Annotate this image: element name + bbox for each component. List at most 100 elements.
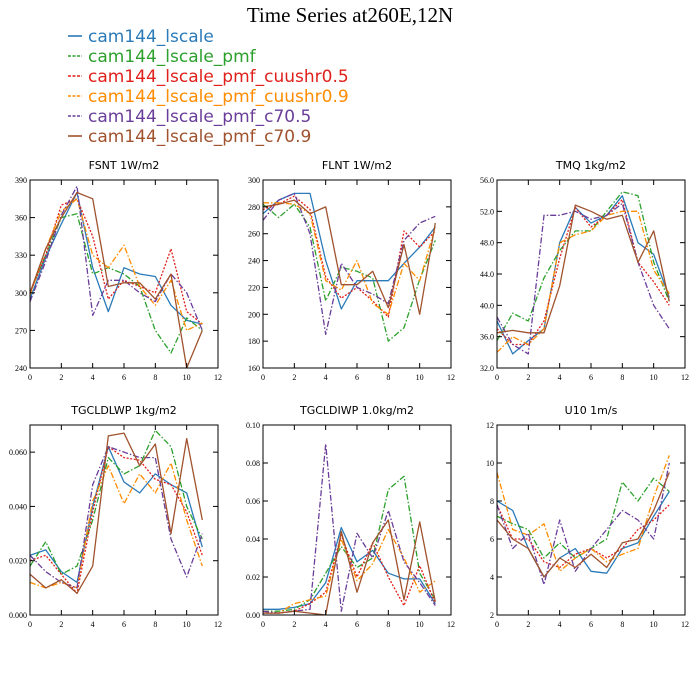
- chart-title: TGCLDLWP 1kg/m2: [70, 404, 176, 417]
- y-tick-label: 4: [490, 573, 494, 582]
- y-tick-label: 270: [15, 326, 27, 335]
- y-tick-label: 56.0: [480, 176, 494, 185]
- chart-panel-fsnt: FSNT 1W/m2 0 2 4 6 8 10 12 240 270 300 330 360 390: [15, 159, 222, 382]
- series-group: [30, 185, 203, 368]
- series-line-cam144-lscale-pmf-c70-5: [263, 443, 436, 614]
- x-tick-label: 10: [416, 620, 424, 629]
- y-tick-label: 160: [248, 364, 260, 373]
- y-tick-label: 330: [15, 251, 27, 260]
- y-tick-label: 280: [248, 203, 260, 212]
- y-tick-label: 12: [486, 421, 494, 430]
- y-tick-label: 36.0: [480, 333, 494, 342]
- y-tick-label: 32.0: [480, 364, 494, 373]
- x-tick-label: 10: [183, 373, 191, 382]
- series-line-cam144-lscale-pmf-cuushr0-9: [497, 455, 670, 572]
- legend-item-cam144-lscale-pmf-c70-5: cam144_lscale_pmf_c70.5: [68, 107, 311, 127]
- x-tick-label: 6: [122, 373, 126, 382]
- series-line-cam144-lscale-pmf-cuushr0-5: [263, 195, 436, 318]
- x-tick-label: 8: [153, 373, 157, 382]
- chart-panel-tmq: TMQ 1kg/m2 0 2 4 6 8 10 12 32.0 36.0 40.0 44.0 48.0 5…: [480, 159, 689, 382]
- chart-panel-tgcldlwp: TGCLDLWP 1kg/m2 0 2 4 6 8 10 12 0.000 0.020 0.040 0…: [9, 404, 222, 629]
- chart-title: TMQ 1kg/m2: [555, 159, 626, 172]
- series-line-cam144-lscale-pmf-c70-9: [263, 519, 436, 615]
- series-line-cam144-lscale: [263, 192, 436, 310]
- series-line-cam144-lscale-pmf-c70-9: [30, 432, 203, 594]
- series-line-cam144-lscale: [497, 491, 670, 578]
- x-tick-label: 0: [495, 373, 499, 382]
- series-line-cam144-lscale-pmf-c70-5: [263, 192, 436, 336]
- legend-label: cam144_lscale_pmf_cuushr0.5: [88, 67, 349, 87]
- y-tick-label: 2: [490, 611, 494, 620]
- y-tick-label: 300: [248, 176, 260, 185]
- series-line-cam144-lscale-pmf-cuushr0-9: [263, 528, 436, 614]
- x-tick-label: 10: [416, 373, 424, 382]
- series-line-cam144-lscale-pmf-cuushr0-5: [497, 504, 670, 569]
- series-line-cam144-lscale-pmf-c70-9: [30, 191, 203, 368]
- series-group: [497, 191, 670, 355]
- x-tick-label: 12: [681, 373, 689, 382]
- legend-label: cam144_lscale: [88, 27, 214, 47]
- series-line-cam144-lscale-pmf: [30, 429, 203, 575]
- series-line-cam144-lscale-pmf: [263, 475, 436, 612]
- plot-frame: [496, 424, 686, 616]
- x-tick-label: 6: [122, 620, 126, 629]
- x-tick-label: 6: [589, 620, 593, 629]
- y-tick-label: 0.08: [246, 459, 260, 468]
- series-line-cam144-lscale-pmf-cuushr0-5: [30, 446, 203, 594]
- x-tick-label: 6: [355, 620, 359, 629]
- x-tick-label: 8: [620, 620, 624, 629]
- y-tick-label: 44.0: [480, 270, 494, 279]
- legend-item-cam144-lscale-pmf-cuushr0-5: cam144_lscale_pmf_cuushr0.5: [68, 67, 349, 87]
- x-tick-label: 8: [153, 620, 157, 629]
- chart-title: FSNT 1W/m2: [89, 159, 160, 172]
- x-tick-label: 6: [589, 373, 593, 382]
- y-tick-label: 180: [248, 337, 260, 346]
- y-tick-label: 0.020: [9, 557, 27, 566]
- series-line-cam144-lscale-pmf-c70-5: [497, 462, 670, 586]
- x-tick-label: 10: [650, 373, 658, 382]
- series-group: [30, 429, 203, 594]
- legend-label: cam144_lscale_pmf_c70.9: [88, 127, 311, 147]
- chart-title: U10 1m/s: [565, 404, 618, 417]
- series-line-cam144-lscale-pmf-cuushr0-9: [497, 210, 670, 353]
- y-tick-label: 200: [248, 310, 260, 319]
- y-tick-label: 0.000: [9, 611, 27, 620]
- y-tick-label: 300: [15, 289, 27, 298]
- y-tick-label: 220: [248, 283, 260, 292]
- x-tick-label: 2: [526, 620, 530, 629]
- y-tick-label: 0.02: [246, 573, 260, 582]
- y-tick-label: 48.0: [480, 239, 494, 248]
- x-tick-label: 2: [59, 373, 63, 382]
- x-tick-label: 0: [495, 620, 499, 629]
- y-tick-label: 0.06: [246, 497, 260, 506]
- series-line-cam144-lscale-pmf-cuushr0-9: [30, 462, 203, 589]
- y-tick-label: 40.0: [480, 301, 494, 310]
- x-tick-label: 10: [183, 620, 191, 629]
- x-tick-label: 2: [526, 373, 530, 382]
- legend: cam144_lscalecam144_lscale_pmfcam144_lsc…: [68, 27, 349, 147]
- x-tick-label: 0: [28, 620, 32, 629]
- series-group: [263, 192, 436, 342]
- x-tick-label: 4: [558, 373, 562, 382]
- chart-title: FLNT 1W/m2: [322, 159, 392, 172]
- y-tick-label: 0.10: [246, 421, 260, 430]
- series-line-cam144-lscale-pmf-c70-5: [497, 202, 670, 355]
- y-tick-label: 0.04: [246, 535, 260, 544]
- x-tick-label: 0: [261, 373, 265, 382]
- chart-panels: FSNT 1W/m20 2 4 6 8 10 12240270300330360390FLN…: [9, 159, 689, 629]
- y-tick-label: 0.040: [9, 502, 27, 511]
- x-tick-label: 2: [59, 620, 63, 629]
- series-line-cam144-lscale-pmf-cuushr0-5: [497, 198, 670, 346]
- y-tick-label: 6: [490, 535, 494, 544]
- x-tick-label: 10: [650, 620, 658, 629]
- series-line-cam144-lscale-pmf-c70-9: [263, 199, 436, 315]
- x-tick-label: 4: [324, 620, 328, 629]
- x-tick-label: 4: [91, 620, 95, 629]
- series-line-cam144-lscale-pmf-cuushr0-5: [30, 198, 203, 325]
- chart-panel-tgcldiwp: TGCLDIWP 1.0kg/m2 0 2 4 6 8 10 12 0.00 0.02 0.04 0.…: [246, 404, 455, 629]
- x-tick-label: 12: [214, 620, 222, 629]
- series-line-cam144-lscale-pmf: [497, 191, 670, 341]
- series-line-cam144-lscale-pmf: [497, 477, 670, 559]
- legend-item-cam144-lscale-pmf: cam144_lscale_pmf: [68, 47, 257, 67]
